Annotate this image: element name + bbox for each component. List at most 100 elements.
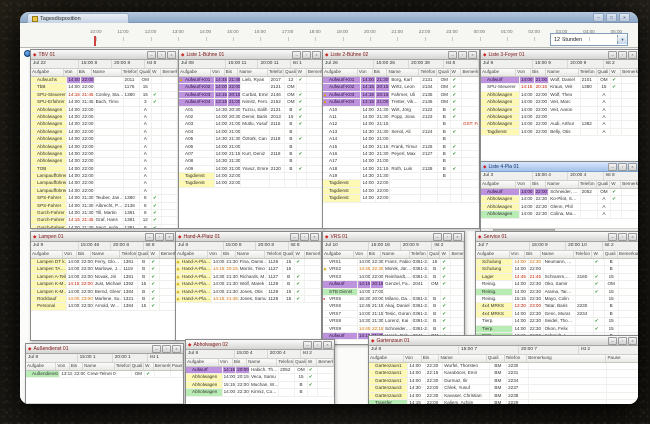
child-window-restore-button[interactable]: ▫ [300,232,309,241]
column-header[interactable]: Quali [282,251,295,258]
child-window-close-button[interactable]: × [628,232,637,241]
table-row[interactable]: Abholwagen 14:00 22:00 A [31,158,178,166]
table-row[interactable]: Tagdienst 14:00 22:00 [323,187,479,196]
column-header[interactable]: Name [238,69,268,76]
column-header[interactable]: Aufgabe [481,181,517,188]
child-window-close-button[interactable]: × [468,50,477,59]
column-header[interactable]: W [451,69,462,76]
window-title-bar[interactable]: ◆ Liste 2-Bühne 02– ▫ × [323,50,479,60]
child-window-minimize-button[interactable]: – [290,232,299,241]
column-header[interactable]: Name [387,69,420,76]
child-window-restore-button[interactable]: ▫ [162,344,171,353]
table-row[interactable]: Abholwagen 14:00 22:00 A [31,121,178,129]
column-header[interactable]: Name [247,359,278,366]
window-title-bar[interactable]: ◆ Hand-A-Platz 01– ▫ × [176,232,321,242]
app-title-tab[interactable]: Tagesdisposition [27,13,129,23]
column-header[interactable]: Quali [487,355,505,362]
table-row[interactable]: Gartenzaun1 14:00 22:15 Karaböcer, Emir BM 22… [369,370,638,378]
table-row[interactable]: Gartenzaun3 14:00 22:30 Kavaser, Christian B… [369,392,638,400]
column-header[interactable]: Telefon [574,251,593,258]
column-header[interactable]: Quali [438,69,451,76]
column-header[interactable]: Aufgabe [481,69,517,76]
table-row[interactable]: Lampen A-Teil 14:00 22:00 Novak, Jiri 1381 B ✔ [31,273,176,282]
table-row[interactable]: Tagdienst 14:00 22:00 [179,173,323,181]
column-header[interactable]: W [307,359,318,366]
column-header[interactable]: Bemerkung [622,69,638,76]
table-row[interactable]: Abholwagen 14:00 22:00 Audi, Arthur 1382 A [481,121,638,129]
column-header[interactable]: Aufgabe [323,69,358,76]
column-header[interactable]: Von [358,69,373,76]
column-header[interactable]: Aufgabe [476,251,510,258]
table-row[interactable]: Abholwagen 14:00 22:00 Wolf, Theo A [481,91,638,100]
column-header[interactable]: Bemerkung [462,69,479,76]
table-row[interactable]: Tierp. 14:00 22:30 Seidel, Tho… ✔ 15 [476,318,638,326]
window-title-bar[interactable]: ◆ Liste 1-Bühne 01– ▫ × [179,50,323,60]
column-header[interactable]: Von [56,363,70,370]
minimize-button[interactable]: – [593,13,604,22]
table-row[interactable]: Aufwurf 14:15 20:00 Habich, Th… 2052 OM ✔ [186,367,334,375]
child-window-minimize-button[interactable]: – [608,162,617,171]
column-header[interactable]: Quali [285,69,297,76]
table-row[interactable]: ▲ Hand-A-Pla… 14:30 21:30 Richards, M… 1127 B ✔ [176,273,321,282]
column-header[interactable]: Von [63,251,77,258]
table-row[interactable]: TOB 14:00 22:00 A [31,165,178,174]
column-header[interactable]: Aufgabe [31,251,64,258]
column-header[interactable]: Telefon [579,181,597,188]
child-window-restore-button[interactable]: ▫ [302,50,311,59]
table-row[interactable]: SPU-Steuerer 14:15 21:45 Conley, Sta… 1380 15… [31,91,178,100]
column-header[interactable]: Aufgabe [179,69,211,76]
table-row[interactable]: Transfer 14:15 22:00 Kaliem, Achim BM 2229 [369,399,638,404]
child-window-minimize-button[interactable]: – [608,50,617,59]
timescale-select[interactable]: 12 Stunden ▾ [550,33,628,46]
column-header[interactable]: Bemerkung [162,69,178,76]
table-row[interactable]: Abholwagen 14:00 22:00 A [481,113,638,122]
column-header[interactable]: Bemerkung [154,363,171,370]
column-header[interactable]: Bemerkung [307,69,323,76]
child-window-restore-button[interactable]: ▫ [155,232,164,241]
column-header[interactable]: Von [516,69,532,76]
window-title-bar[interactable]: ◆ Liste 3-Foyer 01– ▫ × [481,50,638,60]
column-header[interactable]: Von [510,251,526,258]
table-row[interactable]: Lampaufführer 14:00 22:00 A [31,180,178,188]
column-header[interactable]: W [610,181,622,188]
child-window-minimize-button[interactable]: – [608,232,617,241]
column-header[interactable]: Quali [131,363,145,370]
table-row[interactable]: Lager 14:45 21:45 Schramm,… 2160 ✔ 15 [476,273,638,282]
table-row[interactable]: ▲ Hand-A-Pla… 14:15 20:15 Morris, Timo 1127 15 [176,266,321,274]
table-row[interactable]: Lampaufführer 14:00 22:00 A [31,173,178,181]
table-row[interactable]: A17 14:00 21:00 B [323,158,479,166]
column-header[interactable]: Bemerkung [527,355,607,362]
table-row[interactable]: Gurch-Fahrer 14:00 21:30 Till, Martin 1381 8 ✔ [31,210,178,218]
table-row[interactable]: A13 14:30 21:30 Senol, Ali 2124 B ✔ [323,128,479,137]
table-row[interactable]: A16 14:30 21:30 Peyerl, Max 2127 B ✔ [323,150,479,159]
column-header[interactable]: Quali [597,69,611,76]
table-row[interactable]: A08 14:30 21:30 B [179,158,323,166]
table-row[interactable]: A07 14:00 21:15 Kurt, Deniz 2119 B ✔ [179,150,323,159]
column-header[interactable]: Bis [222,251,236,258]
column-header[interactable]: Telefon [420,69,437,76]
table-row[interactable]: Lampaufführer 14:00 22:00 A [31,187,178,196]
child-window-close-button[interactable]: × [310,232,319,241]
close-button[interactable]: × [619,13,630,22]
column-header[interactable]: Telefon [122,69,139,76]
child-window-restore-button[interactable]: ▫ [618,50,627,59]
table-row[interactable]: Abholwagen 14:00 22:30 Ko-Pilot, S… A ✔ [481,196,638,204]
table-row[interactable]: Aufwurf-K01 14:00 21:30 Borg, Karl 2131 OM ✔ [323,77,479,85]
window-title-bar[interactable]: ◆ TBV 01– ▫ × [31,50,178,60]
child-window-minimize-button[interactable]: – [303,340,312,349]
column-header[interactable]: Pause [606,355,638,362]
column-header[interactable]: W [151,69,162,76]
column-header[interactable]: Bemerkung [451,251,464,258]
table-row[interactable]: Tagdienst 14:00 22:00 [323,195,479,203]
column-header[interactable]: Bis [225,69,239,76]
column-header[interactable]: Bis [233,359,248,366]
child-window-close-button[interactable]: × [167,50,176,59]
table-row[interactable]: Schulung 14:00 22:00 B [476,266,638,274]
